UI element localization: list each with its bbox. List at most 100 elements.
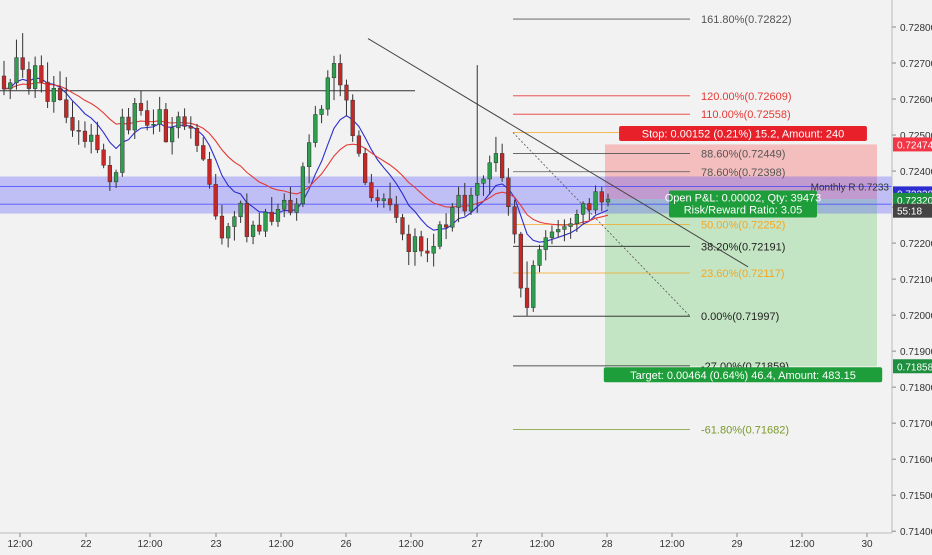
candle-body xyxy=(226,226,231,239)
candle xyxy=(580,201,586,225)
candle-body xyxy=(605,198,611,203)
fib-level-label: 88.60%(0.72449) xyxy=(701,148,785,160)
candle xyxy=(456,186,461,223)
candle-body xyxy=(76,130,81,132)
candle xyxy=(113,169,119,188)
target-label-bg xyxy=(603,367,883,383)
candle xyxy=(481,175,486,196)
candle xyxy=(506,168,511,216)
candle xyxy=(605,193,611,207)
candle-body xyxy=(456,194,461,208)
pnl-label-bg xyxy=(669,190,817,218)
candle-body xyxy=(1,75,7,90)
candle-body xyxy=(101,149,106,166)
candle-body xyxy=(325,77,330,110)
candle-body xyxy=(213,184,218,217)
candle-body xyxy=(319,108,324,115)
candle xyxy=(524,261,530,316)
candle xyxy=(194,123,200,152)
candle xyxy=(8,78,13,100)
candle-body xyxy=(580,203,586,215)
candle xyxy=(556,220,561,238)
candle xyxy=(170,117,175,155)
candle xyxy=(412,228,418,266)
candle xyxy=(574,209,579,232)
candle-body xyxy=(425,250,430,254)
candle-body xyxy=(14,57,19,84)
candle-body xyxy=(163,109,169,143)
candle xyxy=(45,62,50,109)
candle-body xyxy=(176,116,181,129)
candle-body xyxy=(599,191,604,203)
candle xyxy=(120,108,125,177)
candle xyxy=(288,186,293,216)
candle xyxy=(82,121,88,148)
candle-body xyxy=(356,135,362,154)
downtrend-line xyxy=(367,38,749,268)
x-tick-label: 12:00 xyxy=(398,539,423,550)
candle-body xyxy=(300,166,306,205)
candle-body xyxy=(375,197,380,201)
candle-body xyxy=(219,215,225,239)
candle-body xyxy=(350,99,355,137)
candle-body xyxy=(437,224,442,247)
x-tick-label: 12:00 xyxy=(789,539,814,550)
candle-body xyxy=(95,134,100,151)
candle-body xyxy=(431,246,436,254)
x-tick-label: 12:00 xyxy=(7,539,32,550)
candle-body xyxy=(400,217,405,235)
candle-body xyxy=(363,153,368,183)
candle xyxy=(64,77,69,124)
candle xyxy=(76,120,81,145)
candle-body xyxy=(462,194,467,212)
candle xyxy=(33,56,38,98)
candle xyxy=(518,231,523,298)
candle-body xyxy=(450,207,455,228)
candle-body xyxy=(257,224,262,232)
candle-body xyxy=(524,287,530,308)
pnl-text: Open P&L: 0.00002, Qty: 39473 xyxy=(665,192,822,204)
candle xyxy=(182,108,187,131)
candle-body xyxy=(419,236,424,252)
candle xyxy=(363,148,368,186)
candle xyxy=(20,33,25,78)
candle xyxy=(375,189,380,208)
x-tick-label: 23 xyxy=(210,539,222,550)
candle-body xyxy=(39,65,44,83)
candle-body xyxy=(512,206,517,235)
price-tag: 0.71858 xyxy=(893,359,932,374)
candle xyxy=(1,60,7,96)
candle xyxy=(443,213,449,240)
candle xyxy=(543,230,548,261)
candle-body xyxy=(70,117,75,131)
price-tag-text: 0.71858 xyxy=(897,362,932,373)
candle-body xyxy=(313,114,318,143)
candle-body xyxy=(201,145,206,160)
candle-body xyxy=(468,194,474,212)
candle xyxy=(95,121,100,154)
fib-level-label: 110.00%(0.72558) xyxy=(701,109,791,121)
candle-body xyxy=(475,183,480,196)
candle-body xyxy=(381,198,386,201)
candle xyxy=(425,238,430,263)
candle xyxy=(338,54,343,97)
fib-level-label: 120.00%(0.72609) xyxy=(701,91,792,103)
candle-body xyxy=(157,109,162,125)
candle xyxy=(587,198,592,221)
candle xyxy=(145,100,150,131)
candle xyxy=(394,195,399,223)
candle xyxy=(269,196,274,226)
candle-body xyxy=(89,134,94,142)
candle xyxy=(593,185,598,215)
price-tag-text: 0.72474 xyxy=(897,140,932,151)
candle-body xyxy=(232,216,237,227)
candle xyxy=(188,116,193,139)
stop-label: Stop: 0.00152 (0.21%) 15.2, Amount: 240 xyxy=(619,125,867,141)
